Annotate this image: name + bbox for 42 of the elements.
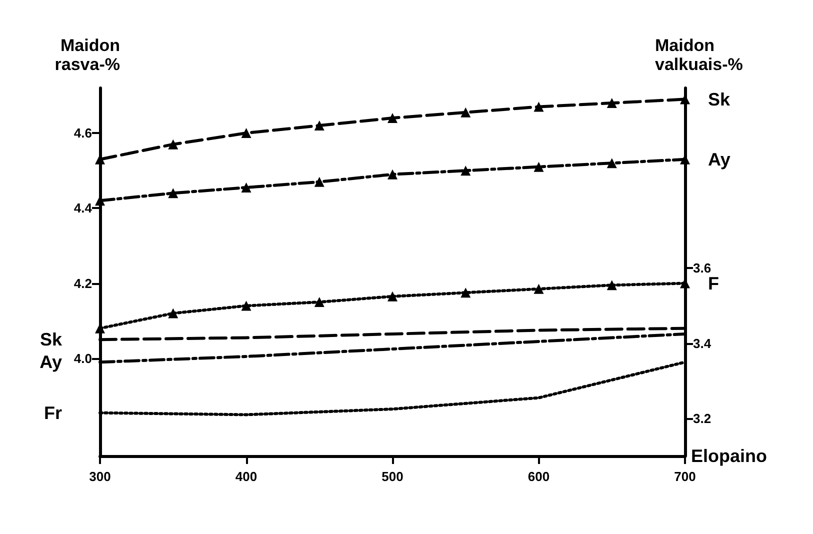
y-axis-title: Maidon rasva-% xyxy=(54,36,120,74)
point xyxy=(168,308,178,318)
y-tick-label: 4.4 xyxy=(74,200,93,216)
point xyxy=(534,102,544,112)
x-tick-label: 600 xyxy=(528,469,550,484)
point xyxy=(241,182,252,193)
y2-tick-label: 3.4 xyxy=(693,336,712,351)
text: Sk xyxy=(40,330,63,350)
y2-tick-label: 3.6 xyxy=(693,260,712,276)
x-axis-title: Elopaino xyxy=(691,446,768,466)
point xyxy=(388,169,398,180)
text: Fr xyxy=(44,402,62,423)
point xyxy=(460,166,471,176)
x-tick-label: 500 xyxy=(382,469,404,484)
x-tick-label: 400 xyxy=(235,469,258,484)
x-tick-label: 700 xyxy=(674,469,696,484)
point xyxy=(606,158,617,168)
point xyxy=(606,98,617,108)
y-tick-label: 4.2 xyxy=(74,276,92,291)
point xyxy=(241,128,252,138)
text: Ay xyxy=(40,352,62,372)
series-label: Ay xyxy=(708,149,730,170)
point xyxy=(606,280,617,290)
y2-axis-title: Maidon valkuais-% xyxy=(655,36,743,74)
point xyxy=(241,300,252,311)
point xyxy=(314,297,324,308)
point xyxy=(460,107,471,118)
point xyxy=(168,139,178,150)
y2-tick-label: 3.2 xyxy=(693,410,712,426)
x-tick-label: 300 xyxy=(89,469,111,484)
point xyxy=(534,162,544,172)
point xyxy=(314,176,324,187)
point xyxy=(460,288,471,298)
point xyxy=(388,113,398,124)
point xyxy=(168,188,178,198)
point xyxy=(534,284,544,294)
y-tick-label: 4.6 xyxy=(74,126,92,141)
point xyxy=(388,291,398,302)
series-label: Sk xyxy=(708,89,732,110)
y-tick-label: 4.0 xyxy=(74,350,92,366)
point xyxy=(314,120,324,131)
series-label: F xyxy=(708,273,719,294)
